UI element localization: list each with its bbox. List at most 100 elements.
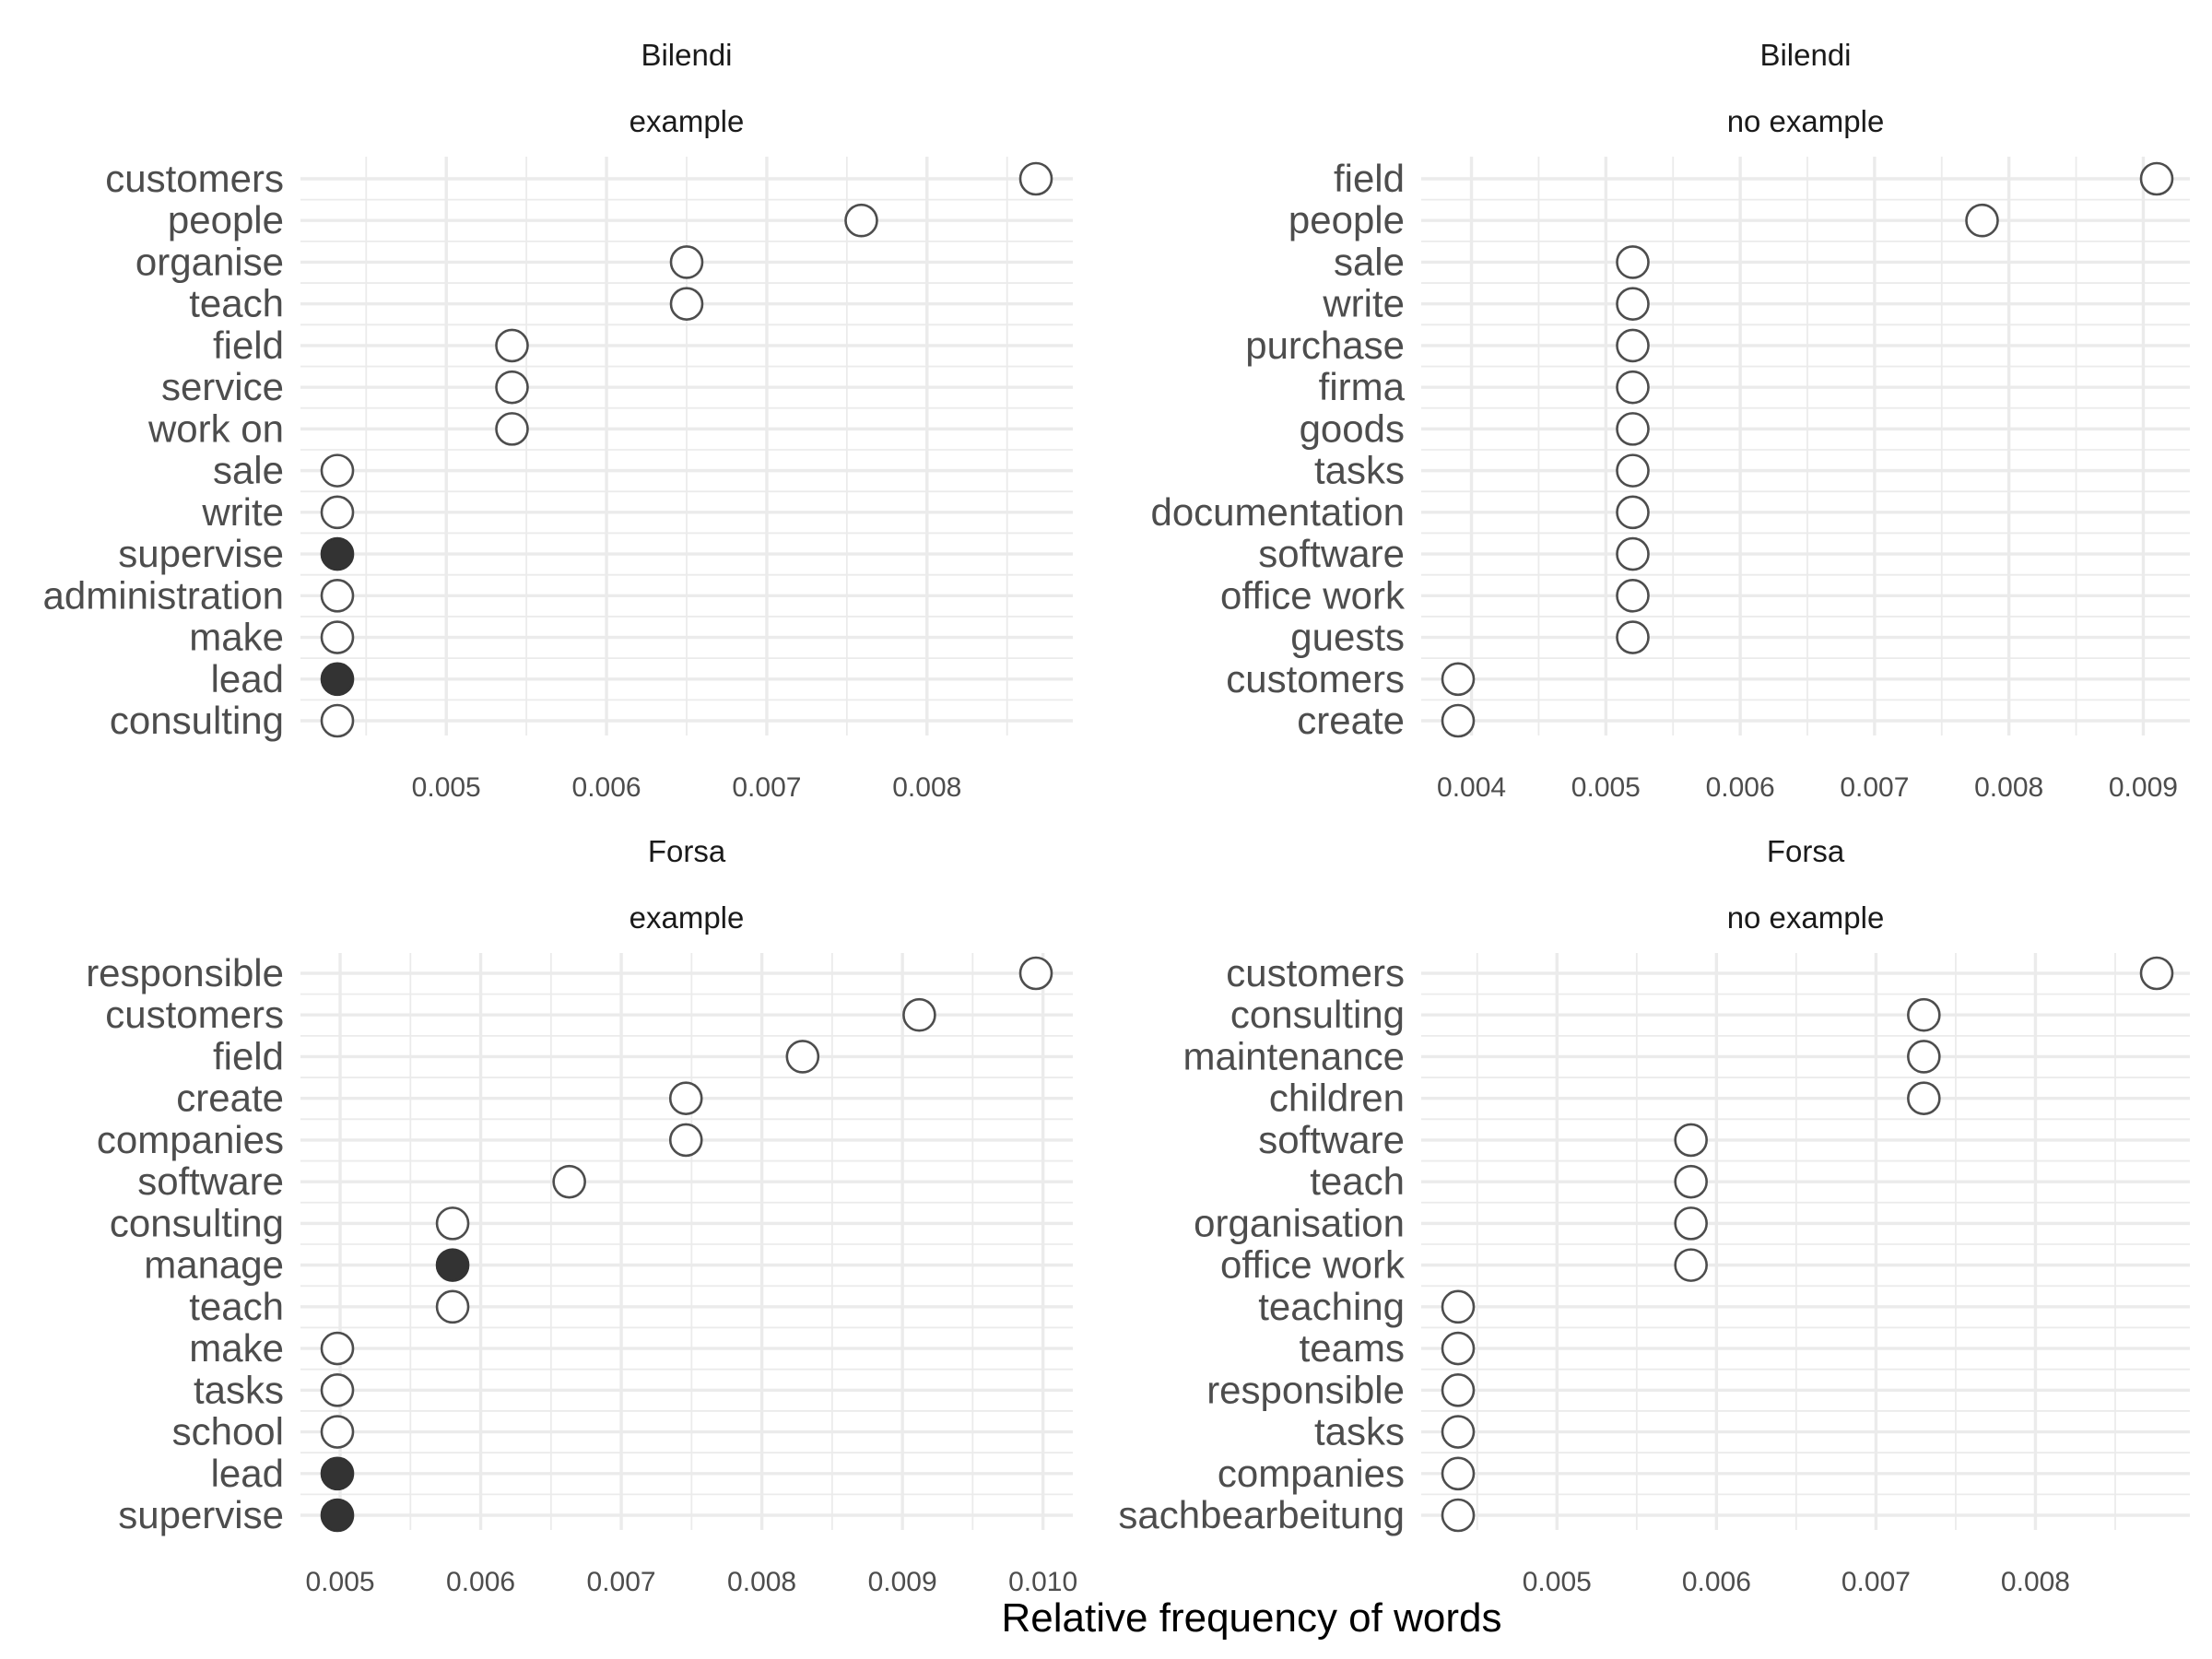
facet-strip-source: Bilendi [1759,38,1851,72]
y-category-label: lead [211,657,284,700]
y-category-label: documentation [1150,490,1405,534]
y-category-label: software [137,1159,284,1203]
open-data-point [2139,161,2174,196]
y-category-label: guests [1290,616,1405,659]
open-data-point [668,1081,703,1115]
y-category-label: make [189,1326,284,1370]
facet-panel: Forsa no example 0.005 0.006 0.007 0.008 custo… [1118,834,2190,1597]
x-tick-label: 0.007 [587,1567,656,1597]
y-category-label: maintenance [1183,1034,1406,1077]
y-category-label: customers [1226,657,1405,700]
y-category-label: goods [1300,406,1405,450]
x-tick-label: 0.005 [412,772,481,803]
x-tick-label: 0.008 [727,1567,796,1597]
facet-strip-source: Forsa [1767,834,1845,868]
y-category-label: tasks [194,1368,284,1411]
y-category-label: field [213,1034,284,1077]
x-tick-label: 0.008 [1974,772,2043,803]
y-category-label: consulting [110,1201,284,1244]
open-data-point [495,412,529,446]
y-category-label: service [161,365,284,408]
open-data-point [1616,579,1650,613]
y-category-label: people [1288,198,1405,241]
open-data-point [1907,1081,1941,1115]
open-data-point [1616,453,1650,488]
y-category-label: firma [1319,365,1406,408]
open-data-point [785,1040,820,1074]
y-category-label: responsible [1206,1368,1405,1411]
y-category-label: write [201,490,284,534]
gridlines [300,157,1073,735]
open-data-point [1616,370,1650,405]
open-data-point [1441,1456,1476,1491]
y-category-label: tasks [1314,1410,1405,1453]
y-category-label: organise [135,240,284,283]
y-category-label: organisation [1194,1201,1405,1244]
open-data-point [320,453,355,488]
y-category-label: sale [1334,240,1405,283]
open-data-point [435,1206,470,1241]
y-category-label: tasks [1314,449,1405,492]
open-data-point [2139,956,2174,991]
y-category-label: purchase [1245,324,1405,367]
y-category-label: teach [189,282,284,325]
open-data-point [1018,161,1053,196]
y-category-label: create [1297,699,1405,742]
y-category-label: field [213,324,284,367]
open-data-point [320,579,355,613]
x-tick-label: 0.005 [306,1567,375,1597]
open-data-point [1907,1040,1941,1074]
y-category-label: teaching [1258,1285,1405,1328]
open-data-point [495,328,529,363]
facet-strip-condition: no example [1727,900,1885,935]
open-data-point [320,495,355,530]
y-category-label: office work [1220,1243,1406,1287]
open-data-point [1616,620,1650,654]
open-data-point [1674,1206,1708,1241]
y-category-label: office work [1220,573,1406,617]
open-data-point [1616,287,1650,321]
y-category-label: customers [1226,951,1405,994]
open-data-point [1441,1498,1476,1533]
x-tick-label: 0.006 [1706,772,1775,803]
y-category-label: administration [43,573,284,617]
x-tick-label: 0.009 [868,1567,937,1597]
y-category-label: supervise [118,1493,284,1536]
y-category-label: software [1258,1118,1405,1161]
facet-strip-condition: no example [1727,104,1885,138]
y-category-label: field [1334,157,1405,200]
y-category-label: create [176,1077,284,1120]
open-data-point [320,1373,355,1407]
x-tick-label: 0.009 [2109,772,2178,803]
facet-strip-condition: example [629,900,745,935]
y-category-label: teach [189,1285,284,1328]
x-tick-label: 0.006 [1682,1567,1751,1597]
y-category-label: work on [147,406,284,450]
open-data-point [1441,1331,1476,1366]
x-tick-label: 0.007 [732,772,801,803]
x-tick-label: 0.008 [892,772,961,803]
open-data-point [495,370,529,405]
x-tick-label: 0.006 [446,1567,515,1597]
x-tick-label: 0.010 [1008,1567,1077,1597]
open-data-point [1441,1415,1476,1449]
facet-panel: Bilendi example 0.005 0.006 0.007 0.008 custom… [43,38,1073,803]
open-data-point [1441,703,1476,738]
filled-data-point [435,1248,470,1282]
open-data-point [902,997,936,1032]
y-category-label: children [1269,1077,1405,1120]
x-axis-title: Relative frequency of words [1002,1595,1502,1641]
open-data-point [669,245,704,279]
y-category-label: responsible [86,951,284,994]
y-category-label: people [168,198,284,241]
open-data-point [320,703,355,738]
open-data-point [1616,412,1650,446]
y-category-label: companies [97,1118,284,1161]
y-category-label: school [172,1410,284,1453]
open-data-point [1616,495,1650,530]
y-category-label: make [189,616,284,659]
open-data-point [1441,1289,1476,1324]
open-data-point [1616,245,1650,279]
gridlines [300,953,1073,1530]
x-tick-label: 0.005 [1571,772,1641,803]
